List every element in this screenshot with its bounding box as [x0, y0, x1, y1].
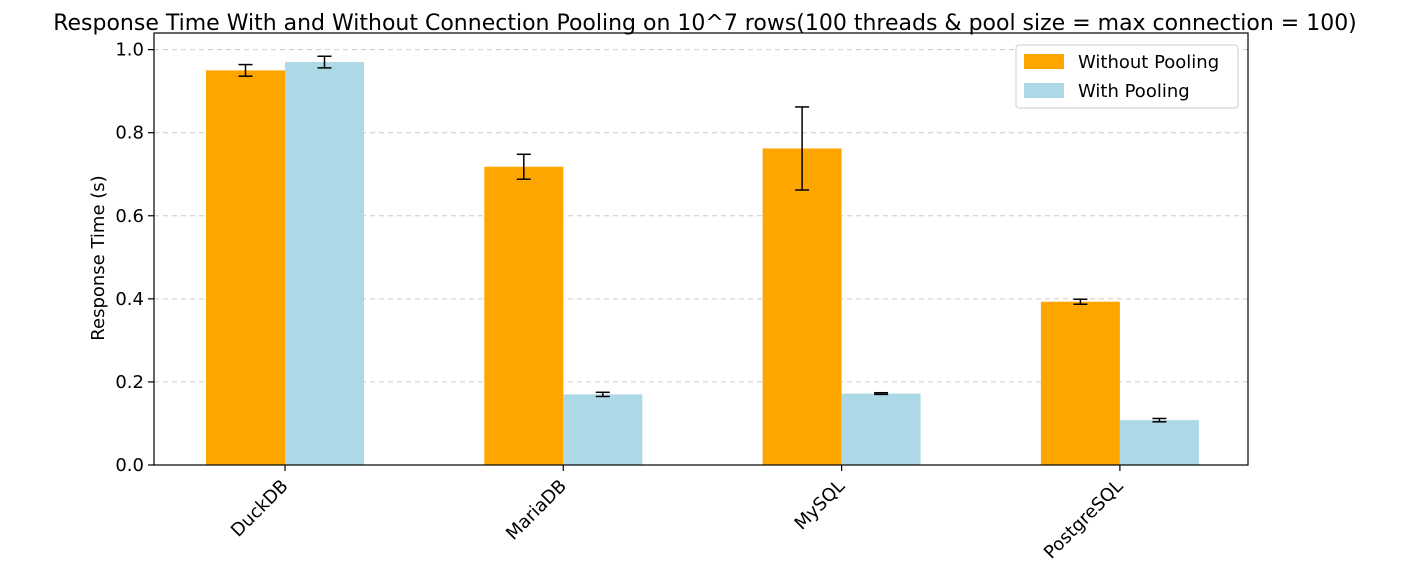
error-bar-mysql-without-pooling	[795, 106, 810, 191]
y-tick-label: 1.0	[115, 40, 144, 61]
bar-postgresql-without-pooling	[1040, 301, 1120, 465]
error-bar-duckdb-without-pooling	[238, 63, 253, 77]
y-tick-label: 0.0	[115, 455, 144, 476]
legend-frame	[1015, 44, 1239, 109]
x-tick-label-postgresql: PostgreSQL	[1040, 476, 1128, 564]
bar-mysql-with-pooling	[841, 393, 921, 465]
error-bar-mysql-with-pooling	[874, 391, 889, 396]
plot-frame	[153, 32, 1249, 466]
bar-duckdb-with-pooling	[285, 62, 364, 465]
legend-label-with-pooling: With Pooling	[1078, 81, 1190, 102]
error-bar-duckdb-with-pooling	[317, 55, 332, 69]
bars	[206, 62, 1199, 465]
legend-label-without-pooling: Without Pooling	[1078, 52, 1219, 73]
legend-swatch-with-pooling	[1024, 83, 1064, 98]
y-axis-label: Response Time (s)	[88, 175, 109, 340]
y-axis-ticks: 0.0 0.2 0.4 0.6 0.8 1.0	[115, 40, 154, 476]
bar-postgresql-with-pooling	[1119, 420, 1199, 465]
error-bar-mariadb-with-pooling	[595, 391, 610, 398]
y-tick-label: 0.2	[115, 372, 144, 393]
bar-duckdb-without-pooling	[206, 70, 285, 465]
y-tick-label: 0.4	[115, 289, 144, 310]
x-tick-label-mariadb: MariaDB	[502, 476, 571, 545]
error-bar-mariadb-without-pooling	[516, 153, 531, 180]
bar-mariadb-without-pooling	[484, 166, 564, 465]
error-bar-postgresql-without-pooling	[1073, 298, 1088, 305]
bar-mariadb-with-pooling	[563, 394, 643, 465]
y-tick-label: 0.8	[115, 123, 144, 144]
x-tick-label-duckdb: DuckDB	[227, 476, 293, 542]
x-axis-ticks: DuckDB MariaDB MySQL PostgreSQL	[227, 465, 1128, 564]
legend: Without Pooling With Pooling	[1015, 44, 1239, 109]
error-bar-postgresql-with-pooling	[1152, 417, 1167, 423]
y-tick-label: 0.6	[115, 206, 144, 227]
bar-mysql-without-pooling	[762, 148, 842, 465]
chart-title: Response Time With and Without Connectio…	[53, 11, 1357, 36]
x-tick-label-mysql: MySQL	[791, 476, 850, 535]
legend-swatch-without-pooling	[1024, 54, 1064, 69]
error-bars	[238, 55, 1167, 423]
